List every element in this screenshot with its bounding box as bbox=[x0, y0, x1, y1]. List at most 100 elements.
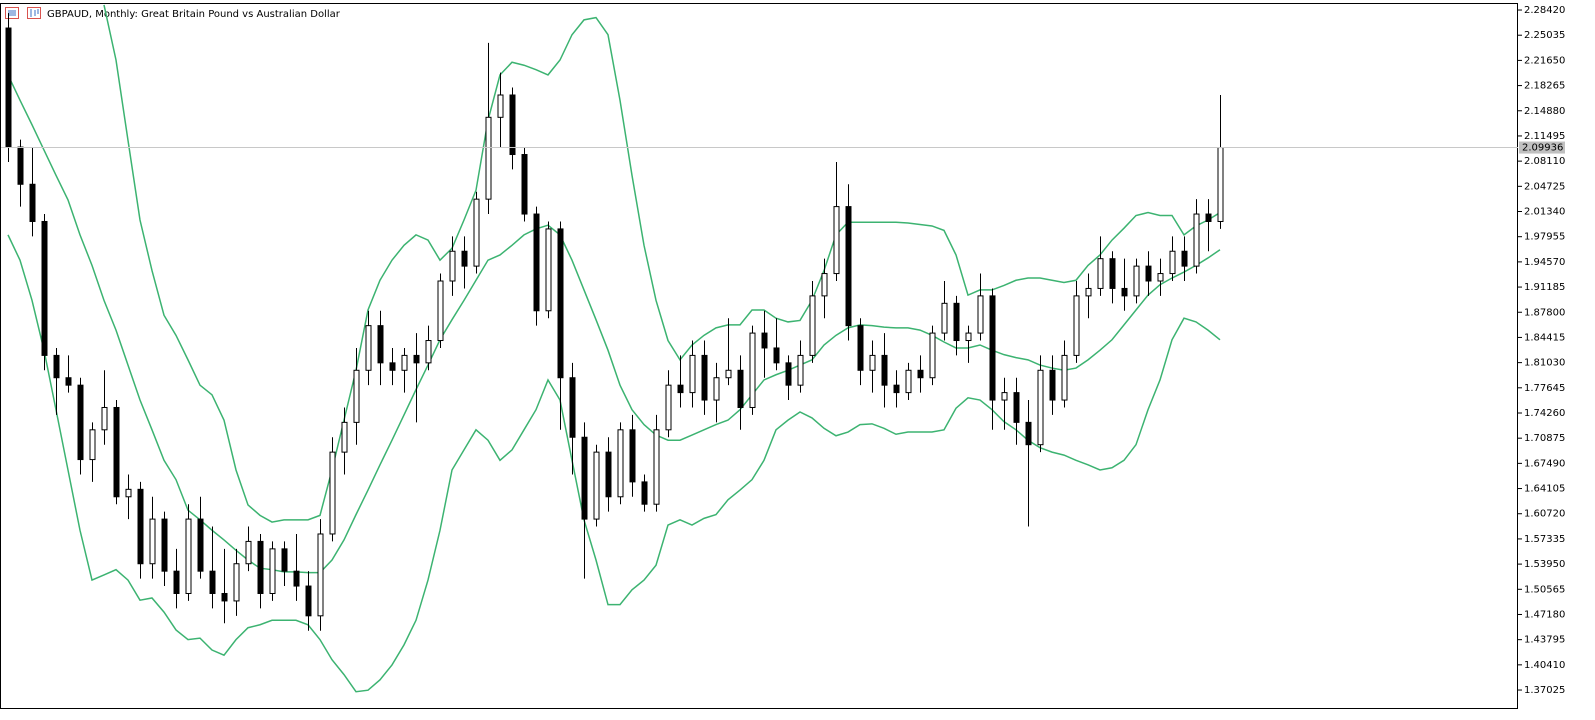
candle-body bbox=[497, 94, 504, 118]
candle-body bbox=[449, 250, 456, 282]
y-tick-label: 2.28420 bbox=[1524, 5, 1565, 16]
candle-body bbox=[749, 332, 756, 408]
candle-body bbox=[1097, 258, 1104, 289]
candle-body bbox=[1145, 265, 1152, 282]
candle-body bbox=[737, 369, 744, 408]
candle-body bbox=[185, 518, 192, 594]
candle-body bbox=[1181, 250, 1188, 267]
candle-body bbox=[1217, 147, 1224, 222]
candle-body bbox=[509, 94, 516, 156]
y-tick-label: 1.67490 bbox=[1524, 458, 1565, 469]
candle-body bbox=[893, 384, 900, 394]
y-tick-label: 1.97955 bbox=[1524, 232, 1565, 243]
y-tick-label: 1.91185 bbox=[1524, 282, 1565, 293]
y-tick-label: 1.64105 bbox=[1524, 484, 1565, 495]
candle-body bbox=[701, 354, 708, 401]
candle-body bbox=[389, 362, 396, 371]
candle-body bbox=[125, 488, 132, 498]
y-tick-label: 2.11495 bbox=[1524, 131, 1565, 142]
y-tick-label: 1.77645 bbox=[1524, 383, 1565, 394]
plot-area bbox=[5, 4, 1224, 693]
candle-body bbox=[665, 384, 672, 431]
candle-body bbox=[1061, 354, 1068, 401]
candle-body bbox=[761, 332, 768, 349]
candle-body bbox=[941, 302, 948, 334]
candle-body bbox=[629, 429, 636, 483]
candle-body bbox=[617, 429, 624, 498]
candle-body bbox=[713, 377, 720, 401]
candle-body bbox=[881, 354, 888, 386]
candle-body bbox=[833, 206, 840, 275]
bollinger-band bbox=[103, 4, 1221, 523]
candle-body bbox=[1073, 295, 1080, 356]
candle-body bbox=[401, 354, 408, 371]
candle-body bbox=[365, 325, 372, 371]
y-tick-label: 1.43795 bbox=[1524, 635, 1565, 646]
candle-body bbox=[161, 518, 168, 572]
candle-body bbox=[605, 451, 612, 498]
candle-body bbox=[845, 206, 852, 327]
candle-body bbox=[329, 451, 336, 535]
candle-body bbox=[593, 451, 600, 520]
candle-body bbox=[17, 146, 24, 185]
y-tick-label: 1.40410 bbox=[1524, 660, 1565, 671]
candle-body bbox=[1133, 265, 1140, 297]
candle-body bbox=[533, 213, 540, 312]
candle-body bbox=[377, 325, 384, 364]
candle-body bbox=[209, 570, 216, 594]
candle-body bbox=[53, 354, 60, 379]
candle-body bbox=[953, 302, 960, 342]
candle-body bbox=[977, 295, 984, 334]
candle-body bbox=[113, 406, 120, 498]
candle-body bbox=[521, 154, 528, 215]
candle-body bbox=[1013, 392, 1020, 423]
candle-body bbox=[905, 369, 912, 394]
bollinger-band bbox=[7, 74, 1221, 574]
candle-body bbox=[77, 384, 84, 461]
candle-body bbox=[1025, 421, 1032, 446]
candle-body bbox=[437, 280, 444, 342]
y-tick-label: 1.81030 bbox=[1524, 358, 1565, 369]
candle-body bbox=[677, 384, 684, 394]
candle-body bbox=[257, 540, 264, 594]
candle-body bbox=[1001, 392, 1008, 401]
candle-body bbox=[281, 548, 288, 572]
plot-frame bbox=[0, 3, 1518, 709]
candle-body bbox=[689, 354, 696, 394]
candle-body bbox=[1205, 213, 1212, 222]
candle-body bbox=[857, 325, 864, 371]
y-tick-label: 2.14880 bbox=[1524, 106, 1565, 117]
candle-body bbox=[1109, 258, 1116, 289]
y-tick-label: 1.84415 bbox=[1524, 332, 1565, 343]
candle-body bbox=[293, 570, 300, 587]
candle-body bbox=[1193, 213, 1200, 267]
candle-body bbox=[869, 354, 876, 371]
y-tick-label: 2.04725 bbox=[1524, 181, 1565, 192]
candle-body bbox=[5, 27, 12, 148]
y-tick-label: 1.53950 bbox=[1524, 559, 1565, 570]
candle-body bbox=[725, 369, 732, 379]
candle-body bbox=[341, 421, 348, 453]
candle-body bbox=[353, 369, 360, 423]
candle-body bbox=[101, 406, 108, 431]
candle-body bbox=[989, 295, 996, 401]
candle-body bbox=[425, 340, 432, 364]
candle-body bbox=[1049, 369, 1056, 401]
bollinger-band bbox=[7, 234, 1221, 693]
current-price-label: 2.09936 bbox=[1522, 143, 1563, 154]
candle-body bbox=[173, 570, 180, 594]
current-price-box bbox=[1519, 141, 1565, 154]
y-tick-label: 1.60720 bbox=[1524, 509, 1565, 520]
candle-body bbox=[137, 488, 144, 565]
candle-body bbox=[473, 198, 480, 267]
candle-body bbox=[785, 362, 792, 386]
candle-body bbox=[305, 585, 312, 617]
candle-body bbox=[149, 518, 156, 565]
candle-body bbox=[1157, 273, 1164, 282]
candle-body bbox=[1121, 287, 1128, 297]
candle-body bbox=[1037, 369, 1044, 446]
candle-body bbox=[641, 481, 648, 505]
candle-body bbox=[233, 563, 240, 602]
candle-body bbox=[809, 295, 816, 356]
candle-body bbox=[581, 436, 588, 520]
